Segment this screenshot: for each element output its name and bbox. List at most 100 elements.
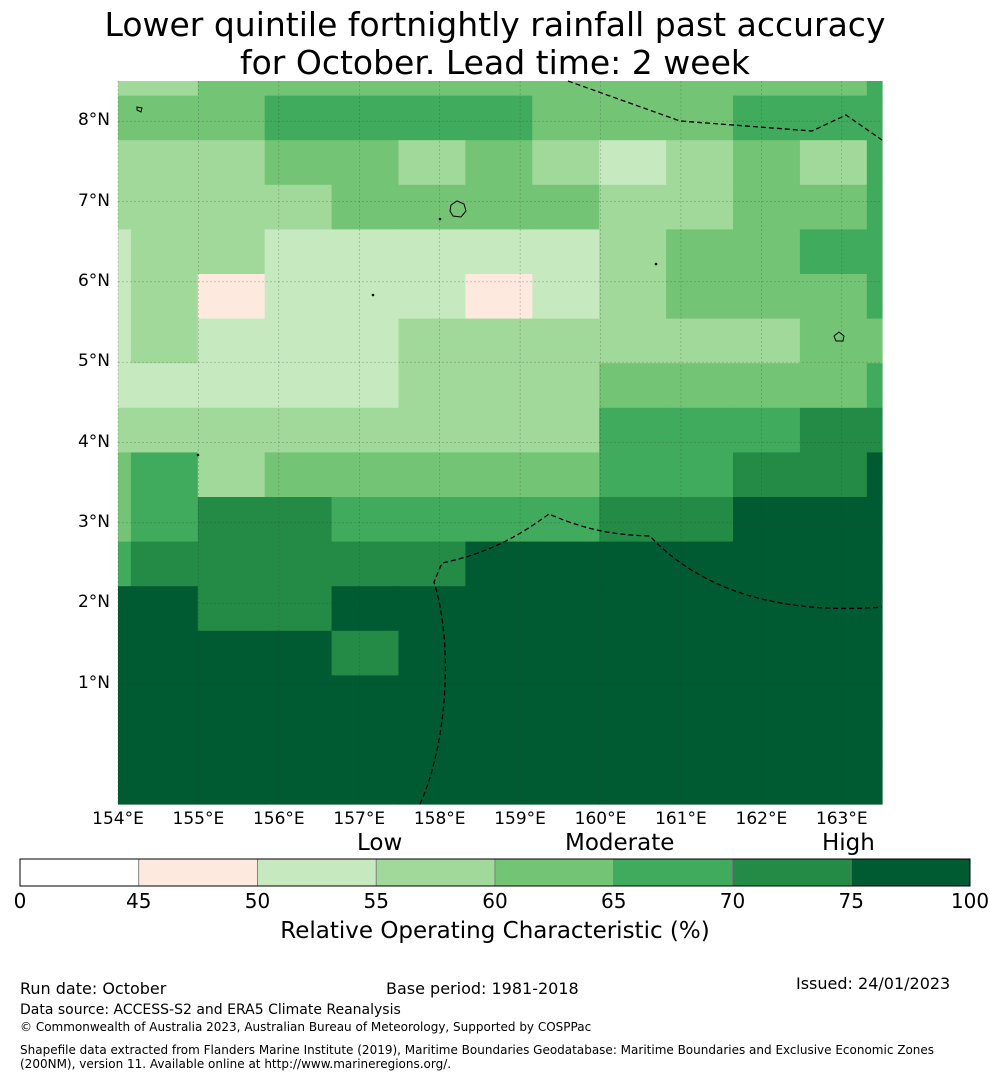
grid-cell (532, 318, 600, 364)
copyright: © Commonwealth of Australia 2023, Austra… (20, 1020, 592, 1034)
grid-cell (465, 497, 533, 543)
grid-cell (331, 630, 400, 676)
grid-cell (666, 318, 734, 364)
colorbar-tick-label: 55 (363, 889, 389, 913)
grid-cell (398, 274, 466, 320)
grid-cell (398, 586, 466, 632)
grid-cell (799, 541, 868, 587)
grid-cell (866, 630, 883, 676)
grid-cell (866, 452, 883, 498)
lon-label: 157°E (333, 809, 386, 829)
grid-cell (799, 318, 868, 364)
grid-cell (264, 81, 333, 97)
grid-cell (264, 229, 333, 275)
lat-label: 3°N (77, 511, 110, 532)
grid-cell (118, 764, 132, 805)
grid-cell (465, 318, 533, 364)
category-low-label: Low (357, 830, 403, 856)
grid-cell (599, 274, 667, 320)
grid-cell (866, 140, 883, 186)
grid-cell (599, 229, 667, 275)
category-high-label: High (822, 830, 875, 856)
grid-cell (599, 184, 667, 230)
grid-cell (733, 184, 801, 230)
island-dot-3 (371, 293, 375, 297)
issued-date: Issued: 24/01/2023 (796, 974, 951, 993)
grid-cell (130, 452, 199, 498)
colorbar-tick-label: 0 (13, 889, 27, 913)
grid-cell (799, 274, 868, 320)
grid-cell (532, 140, 600, 186)
colorbar-tick-label: 65 (601, 889, 627, 913)
grid-cell (118, 95, 132, 141)
grid-cell (532, 675, 600, 721)
grid-cell (264, 586, 333, 632)
grid-cell (866, 274, 883, 320)
grid-cell (666, 541, 734, 587)
grid-cell (118, 184, 132, 230)
island-dot-4 (196, 453, 200, 457)
lon-label: 156°E (252, 809, 305, 829)
grid-cell (130, 229, 199, 275)
grid-cell (599, 541, 667, 587)
island-dot-1 (438, 217, 442, 221)
grid-cell (197, 586, 266, 632)
colorbar-tick-label: 75 (838, 889, 864, 913)
shapefile-credit-line1: Shapefile data extracted from Flanders M… (20, 1043, 935, 1057)
grid-cell (197, 274, 266, 320)
accuracy-grid (118, 81, 883, 805)
grid-cell (532, 81, 600, 97)
grid-cell (532, 452, 600, 498)
grid-cell (866, 497, 883, 543)
grid-cell (130, 184, 199, 230)
lat-label: 7°N (77, 190, 110, 211)
grid-cell (331, 184, 400, 230)
grid-cell (733, 675, 801, 721)
grid-cell (264, 675, 333, 721)
grid-cell (866, 541, 883, 587)
grid-cell (866, 81, 883, 97)
islands (136, 106, 845, 457)
grid-cell (118, 274, 132, 320)
colorbar-tick-label: 45 (126, 889, 152, 913)
grid-cell (799, 140, 868, 186)
grid-cell (130, 81, 199, 97)
grid-cell (118, 675, 132, 721)
grid-cell (866, 184, 883, 230)
grid-cell (398, 497, 466, 543)
grid-cell (130, 497, 199, 543)
grid-cell (599, 95, 667, 141)
grid-cell (799, 675, 868, 721)
grid-cell (532, 184, 600, 230)
grid-cell (866, 318, 883, 364)
title-line-2: for October. Lead time: 2 week (239, 43, 750, 82)
grid-cell (599, 630, 667, 676)
grid-cell (398, 81, 466, 97)
grid-cell (532, 497, 600, 543)
grid-cell (733, 81, 801, 97)
grid-cell (118, 541, 132, 587)
grid-cell (666, 95, 734, 141)
grid-cell (666, 452, 734, 498)
grid-cell (532, 541, 600, 587)
grid-cell (398, 95, 466, 141)
grid-cell (733, 541, 801, 587)
lon-label: 158°E (413, 809, 466, 829)
category-moderate-label: Moderate (565, 830, 675, 856)
grid-cell (465, 407, 533, 453)
grid-cell (130, 407, 199, 453)
grid-cell (799, 229, 868, 275)
grid-cell (866, 764, 883, 805)
grid-cell (733, 229, 801, 275)
grid-cell (866, 586, 883, 632)
grid-cell (118, 363, 132, 409)
map-graticule (117, 81, 882, 804)
grid-cell (118, 497, 132, 543)
grid-cell (197, 764, 266, 805)
colorbar-tick-label: 70 (719, 889, 746, 913)
island-dot-2 (654, 262, 658, 266)
grid-cell (599, 764, 667, 805)
grid-cell (398, 229, 466, 275)
grid-cell (866, 720, 883, 766)
grid-cell (264, 274, 333, 320)
